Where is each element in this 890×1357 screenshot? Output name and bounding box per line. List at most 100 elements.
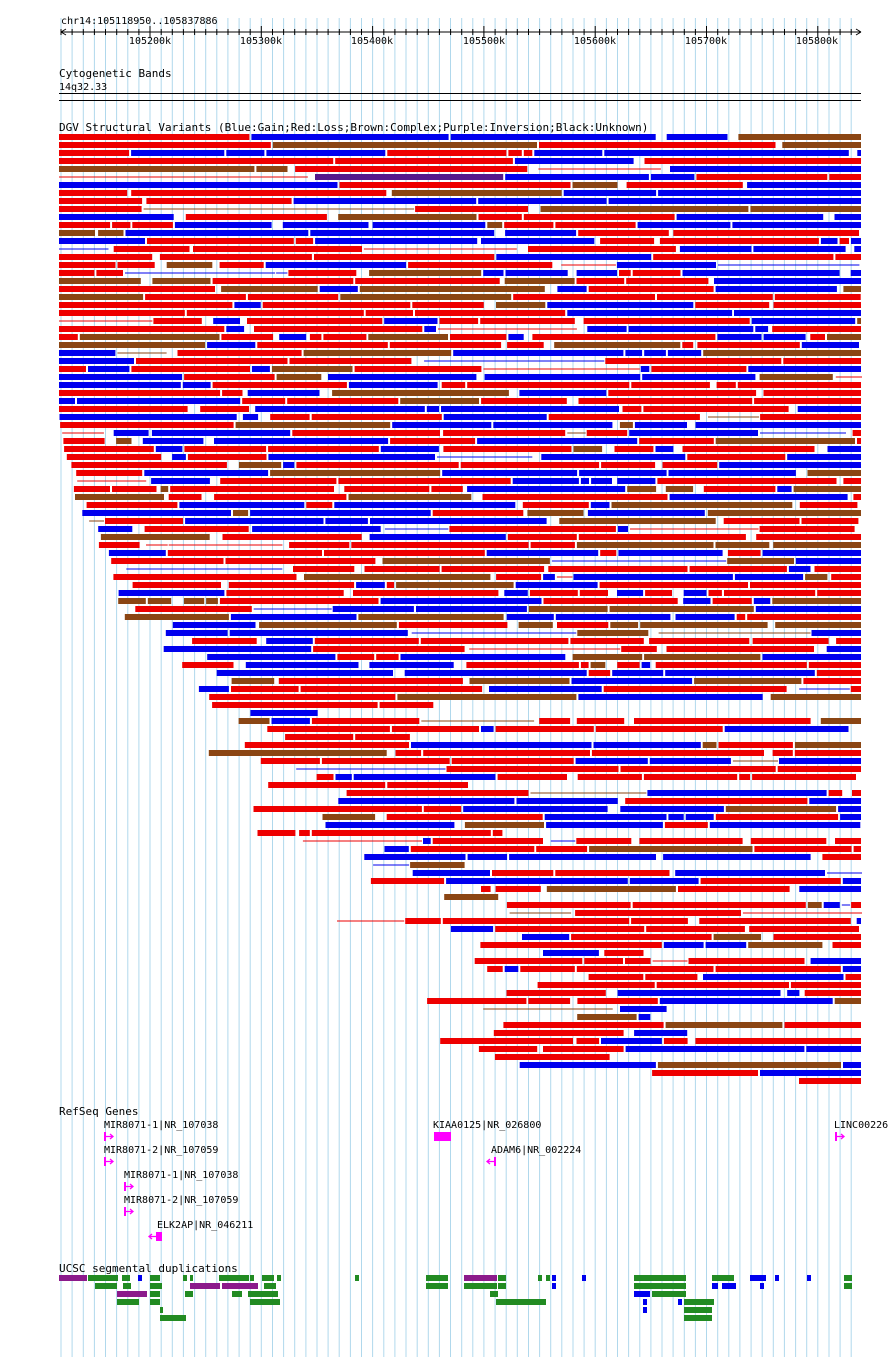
sv-feature[interactable] (474, 958, 583, 964)
sv-feature[interactable] (400, 398, 479, 404)
sv-feature[interactable] (634, 1030, 688, 1036)
segdup-feature[interactable] (582, 1275, 586, 1281)
gene-feature[interactable] (124, 1207, 126, 1216)
sv-feature[interactable] (543, 598, 678, 604)
sv-feature[interactable] (288, 270, 357, 276)
sv-feature[interactable] (59, 214, 174, 220)
sv-feature[interactable] (577, 630, 649, 636)
sv-feature[interactable] (420, 638, 569, 644)
sv-feature[interactable] (494, 1054, 610, 1060)
refseq-features[interactable]: MIR8071-1|NR_107038 MIR8071-2|NR_107059 … (104, 1120, 888, 1241)
sv-feature[interactable] (159, 254, 312, 260)
sv-feature[interactable] (748, 366, 861, 372)
sv-feature[interactable] (441, 566, 545, 572)
sv-feature[interactable] (338, 798, 515, 804)
segdup-feature[interactable] (684, 1307, 712, 1313)
sv-feature[interactable] (591, 478, 612, 484)
gene-feature[interactable] (835, 1132, 837, 1141)
sv-feature[interactable] (559, 518, 716, 524)
sv-feature[interactable] (759, 374, 833, 380)
segdup-feature[interactable] (634, 1275, 686, 1281)
sv-feature[interactable] (752, 638, 829, 644)
gene-label[interactable]: KIAA0125|NR_026800 (433, 1120, 541, 1131)
segdup-feature[interactable] (95, 1283, 117, 1289)
sv-feature[interactable] (467, 486, 626, 492)
segdup-feature[interactable] (634, 1291, 650, 1297)
sv-feature[interactable] (832, 942, 862, 948)
segdup-feature[interactable] (546, 1275, 550, 1281)
sv-feature[interactable] (370, 878, 445, 884)
sv-feature[interactable] (124, 614, 229, 620)
sv-feature[interactable] (489, 686, 602, 692)
sv-feature[interactable] (734, 310, 861, 316)
sv-feature[interactable] (118, 598, 146, 604)
sv-feature[interactable] (678, 886, 790, 892)
segdup-feature[interactable] (712, 1275, 734, 1281)
sv-feature[interactable] (657, 294, 773, 300)
sv-feature[interactable] (442, 918, 630, 924)
sv-feature[interactable] (534, 150, 603, 156)
sv-feature[interactable] (332, 606, 414, 612)
sv-feature[interactable] (467, 382, 630, 388)
sv-feature[interactable] (852, 790, 861, 796)
sv-feature[interactable] (697, 342, 800, 348)
sv-feature[interactable] (539, 142, 776, 148)
sv-feature[interactable] (578, 534, 746, 540)
sv-feature[interactable] (571, 678, 693, 684)
sv-feature[interactable] (640, 622, 768, 628)
sv-feature[interactable] (442, 470, 578, 476)
sv-feature[interactable] (519, 390, 607, 396)
sv-feature[interactable] (295, 238, 314, 244)
sv-feature[interactable] (172, 454, 186, 460)
sv-feature[interactable] (59, 302, 233, 308)
sv-feature[interactable] (82, 510, 231, 516)
sv-feature[interactable] (799, 502, 858, 508)
sv-feature[interactable] (629, 878, 699, 884)
sv-feature[interactable] (577, 1014, 637, 1020)
sv-feature[interactable] (478, 198, 607, 204)
sv-feature[interactable] (131, 150, 225, 156)
sv-feature[interactable] (213, 318, 240, 324)
sv-feature[interactable] (348, 382, 438, 388)
segdup-feature[interactable] (498, 1283, 506, 1289)
sv-feature[interactable] (649, 638, 750, 644)
sv-feature[interactable] (463, 806, 608, 812)
sv-feature[interactable] (507, 534, 577, 540)
sv-feature[interactable] (235, 422, 391, 428)
sv-feature[interactable] (829, 174, 861, 180)
sv-feature[interactable] (665, 1022, 783, 1028)
sv-feature[interactable] (653, 254, 834, 260)
sv-feature[interactable] (251, 134, 449, 140)
sv-feature[interactable] (522, 934, 570, 940)
sv-feature[interactable] (242, 414, 259, 420)
sv-feature[interactable] (668, 470, 796, 476)
sv-feature[interactable] (59, 342, 206, 348)
sv-feature[interactable] (423, 750, 590, 756)
sv-feature[interactable] (335, 158, 513, 164)
sv-feature[interactable] (622, 406, 642, 412)
sv-feature[interactable] (293, 566, 355, 572)
sv-feature[interactable] (423, 838, 431, 844)
sv-feature[interactable] (599, 582, 748, 588)
sv-feature[interactable] (647, 790, 827, 796)
sv-feature[interactable] (256, 166, 288, 172)
sv-feature[interactable] (505, 230, 577, 236)
sv-feature[interactable] (772, 750, 793, 756)
sv-feature[interactable] (59, 382, 181, 388)
segdup-feature[interactable] (150, 1283, 162, 1289)
segdup-feature[interactable] (59, 1275, 87, 1281)
sv-feature[interactable] (250, 710, 318, 716)
sv-feature[interactable] (259, 622, 397, 628)
sv-feature[interactable] (576, 718, 625, 724)
sv-feature[interactable] (513, 294, 655, 300)
sv-feature[interactable] (843, 1062, 861, 1068)
sv-feature[interactable] (629, 430, 758, 436)
sv-feature[interactable] (303, 350, 452, 356)
sv-feature[interactable] (543, 574, 555, 580)
sv-feature[interactable] (405, 918, 441, 924)
sv-feature[interactable] (788, 566, 811, 572)
sv-feature[interactable] (793, 486, 861, 492)
sv-feature[interactable] (270, 414, 310, 420)
sv-feature[interactable] (325, 518, 368, 524)
sv-feature[interactable] (640, 366, 650, 372)
